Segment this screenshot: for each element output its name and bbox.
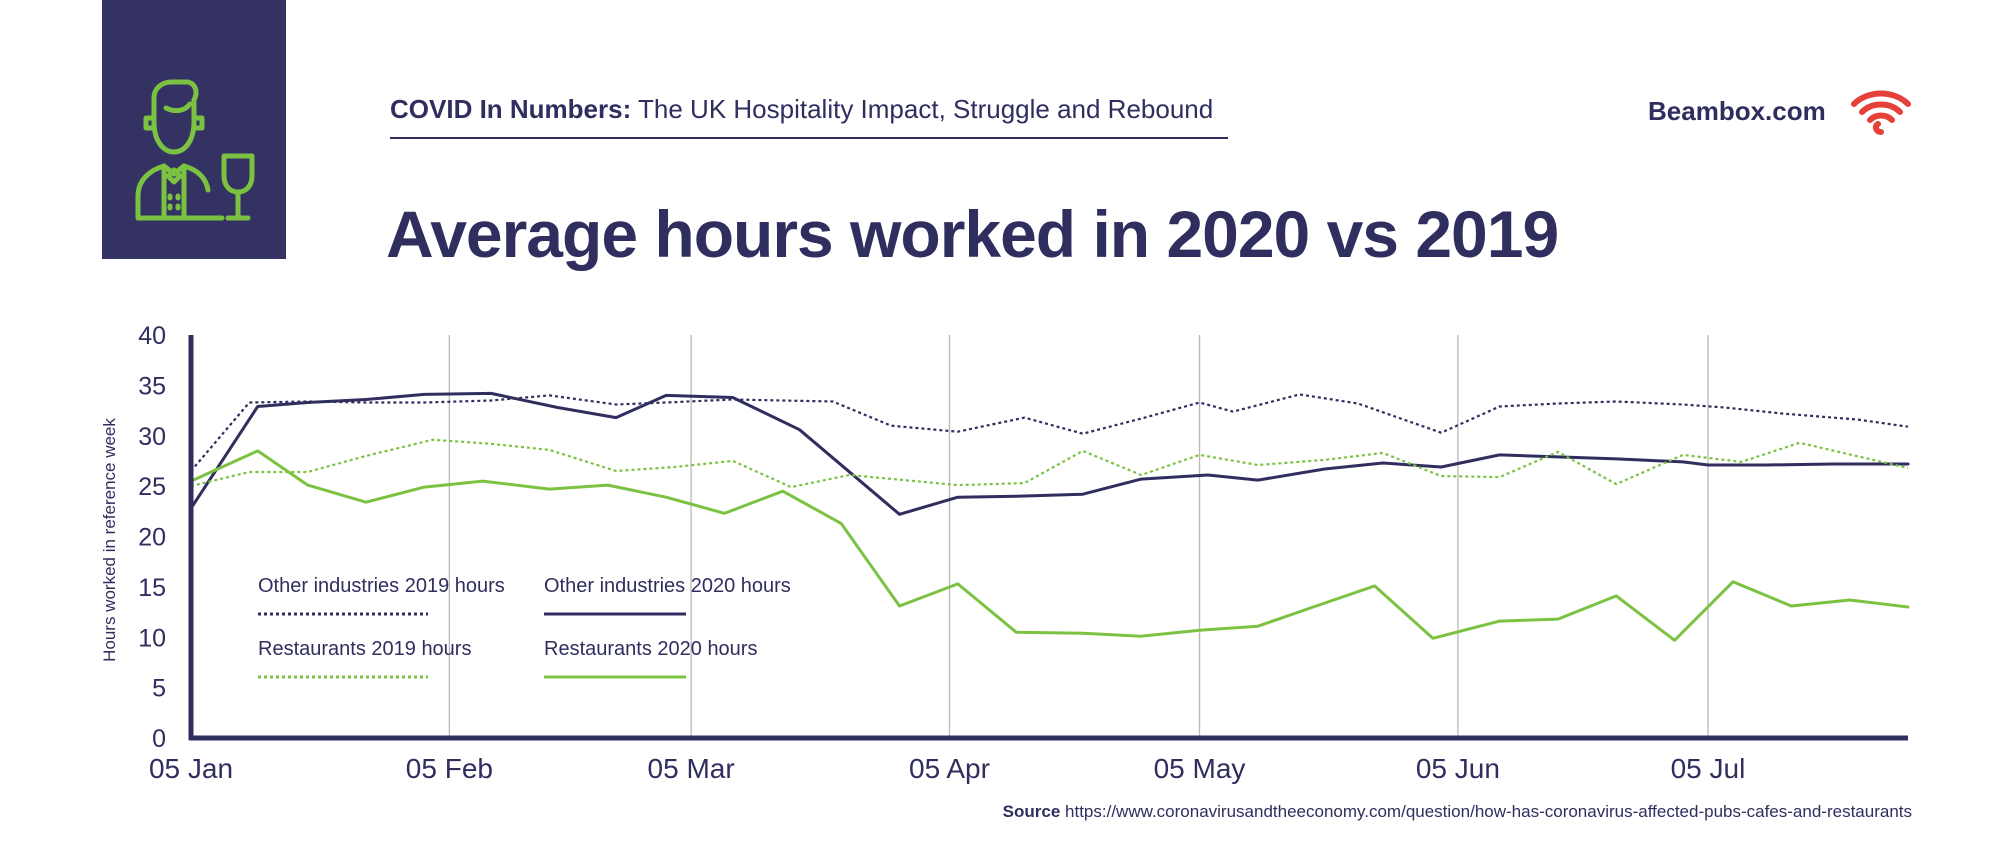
x-tick-label: 05 Jun bbox=[1416, 753, 1500, 784]
series-line-other-industries-2020-hours bbox=[189, 391, 1910, 516]
legend-label: Other industries 2019 hours bbox=[258, 575, 505, 597]
series-layer bbox=[189, 391, 1910, 642]
series-line-restaurants-2020-hours bbox=[189, 449, 1910, 642]
subtitle-bold: COVID In Numbers: bbox=[390, 94, 632, 124]
chart-title: Average hours worked in 2020 vs 2019 bbox=[386, 197, 1559, 271]
x-tick-label: 05 Apr bbox=[909, 753, 990, 784]
y-tick-label: 40 bbox=[138, 322, 166, 350]
legend-layer: Other industries 2019 hours Other industr… bbox=[258, 575, 791, 679]
legend-label: Restaurants 2019 hours bbox=[258, 638, 471, 660]
subtitle-underline bbox=[390, 137, 1228, 139]
x-tick-label: 05 Jan bbox=[149, 753, 233, 784]
logo-box bbox=[102, 0, 286, 259]
y-axis-label: Hours worked in reference week bbox=[100, 418, 119, 662]
subtitle-rest: The UK Hospitality Impact, Struggle and … bbox=[638, 94, 1214, 124]
y-tick-label: 25 bbox=[138, 473, 166, 501]
x-tick-label: 05 Feb bbox=[406, 753, 493, 784]
brand-name[interactable]: Beambox.com bbox=[1648, 96, 1826, 126]
x-tick-label: 05 May bbox=[1154, 753, 1246, 784]
x-tick-label: 05 Mar bbox=[648, 753, 735, 784]
y-tick-label: 0 bbox=[152, 725, 166, 753]
wifi-icon bbox=[1851, 90, 1911, 135]
legend-label: Restaurants 2020 hours bbox=[544, 638, 757, 660]
source-label: Source bbox=[1002, 802, 1061, 821]
y-tick-label: 35 bbox=[138, 372, 166, 400]
grid-layer bbox=[448, 335, 1709, 738]
y-tick-label: 10 bbox=[138, 624, 166, 652]
y-tick-label: 30 bbox=[138, 423, 166, 451]
waiter-icon bbox=[135, 79, 255, 221]
page-subtitle: COVID In Numbers: The UK Hospitality Imp… bbox=[390, 94, 1213, 125]
legend-label: Other industries 2020 hours bbox=[544, 575, 791, 597]
x-tick-label: 05 Jul bbox=[1671, 753, 1746, 784]
source-url[interactable]: https://www.coronavirusandtheeconomy.com… bbox=[1065, 802, 1912, 821]
source-note: Source https://www.coronavirusandtheecon… bbox=[1003, 802, 1912, 822]
y-tick-label: 20 bbox=[138, 524, 166, 552]
y-tick-label: 5 bbox=[152, 675, 166, 703]
series-line-other-industries-2019-hours bbox=[190, 393, 1909, 472]
series-line-restaurants-2019-hours bbox=[190, 438, 1909, 489]
y-tick-label: 15 bbox=[138, 574, 166, 602]
axis-layer: 05 Jan 05 Feb 05 Mar 05 Apr 05 May 05 Jun 05 J… bbox=[138, 322, 1908, 784]
